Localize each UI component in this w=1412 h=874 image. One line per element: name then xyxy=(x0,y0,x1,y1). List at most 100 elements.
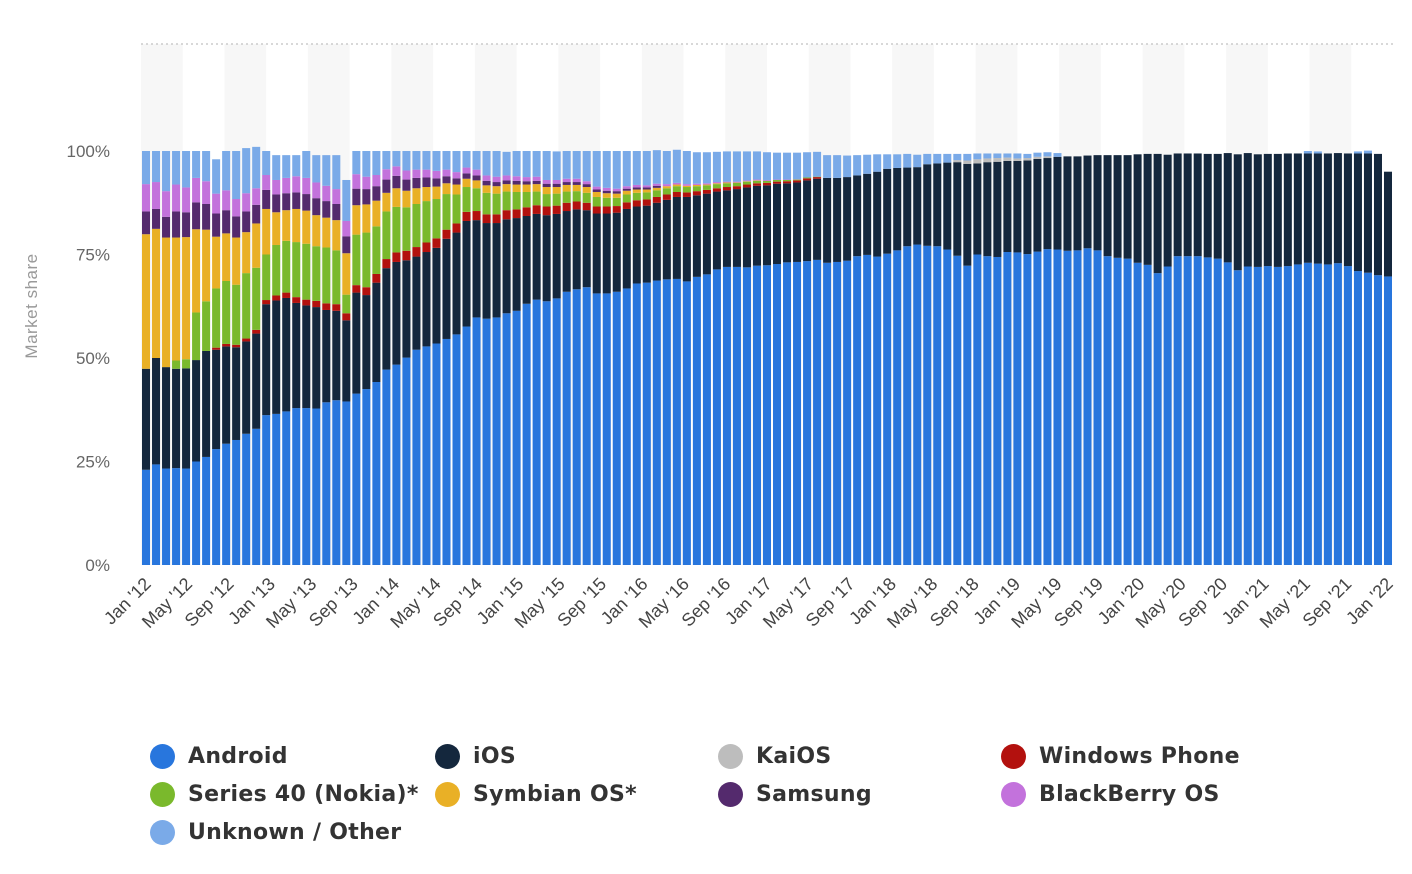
bar-segment xyxy=(242,211,251,233)
bar-segment xyxy=(853,175,862,257)
bar-segment xyxy=(562,191,571,203)
bar-segment xyxy=(482,151,491,176)
bar-segment xyxy=(302,299,311,306)
bar-segment xyxy=(362,204,371,233)
bar-segment xyxy=(502,151,511,176)
bar-segment xyxy=(492,317,501,565)
bar-segment xyxy=(1153,273,1162,565)
bar-segment xyxy=(612,212,621,292)
bar-segment xyxy=(432,238,441,248)
bar-segment xyxy=(1263,153,1272,267)
bar-segment xyxy=(773,179,782,182)
bar-segment xyxy=(1193,153,1202,257)
bar-segment xyxy=(823,155,832,178)
bar-segment xyxy=(212,213,221,237)
bar-segment xyxy=(302,243,311,300)
legend-dot-icon xyxy=(435,743,460,769)
bar-segment xyxy=(492,176,501,183)
bar-segment xyxy=(692,276,701,565)
bar-segment xyxy=(722,183,731,188)
bar-segment xyxy=(722,187,731,191)
y-tick-label: 75% xyxy=(76,246,110,265)
bar-segment xyxy=(332,400,341,565)
bar-segment xyxy=(622,188,631,191)
bar-segment xyxy=(1183,256,1192,565)
bar-segment xyxy=(612,193,621,198)
bar-segment xyxy=(432,151,441,171)
bar-segment xyxy=(552,205,561,214)
legend-item[interactable]: Symbian OS* xyxy=(435,778,637,810)
bar-segment xyxy=(372,151,381,176)
bar-segment xyxy=(452,184,461,195)
bar-segment xyxy=(532,213,541,300)
bar-segment xyxy=(793,182,802,262)
bar-segment xyxy=(212,159,221,194)
bar-segment xyxy=(1063,156,1072,251)
bar-segment xyxy=(1213,153,1222,259)
bar-segment xyxy=(172,237,181,361)
bar-segment xyxy=(452,172,461,179)
bar-segment xyxy=(732,151,741,182)
bar-segment xyxy=(192,202,201,230)
legend-item[interactable]: Windows Phone xyxy=(1001,740,1240,772)
bar-segment xyxy=(793,180,802,183)
bar-segment xyxy=(412,151,421,170)
bar-segment xyxy=(682,196,691,282)
bar-segment xyxy=(833,155,842,178)
bar-segment xyxy=(642,151,651,186)
bar-segment xyxy=(382,151,391,170)
bar-segment xyxy=(1143,264,1152,565)
legend-item[interactable]: Samsung xyxy=(718,778,872,810)
bar-segment xyxy=(692,184,701,187)
bar-segment xyxy=(843,260,852,565)
bar-segment xyxy=(242,341,251,434)
bar-segment xyxy=(612,191,621,194)
bar-segment xyxy=(732,182,741,187)
bar-segment xyxy=(943,153,952,163)
legend-item[interactable]: Unknown / Other xyxy=(150,816,401,848)
bar-segment xyxy=(722,151,731,182)
bar-segment xyxy=(202,229,211,302)
bar-segment xyxy=(492,186,501,194)
bar-segment xyxy=(672,196,681,279)
bar-segment xyxy=(883,253,892,566)
bar-segment xyxy=(632,189,641,193)
bar-segment xyxy=(783,183,792,263)
bar-segment xyxy=(1343,266,1352,565)
legend-item[interactable]: BlackBerry OS xyxy=(1001,778,1220,810)
bar-segment xyxy=(342,313,351,321)
bar-segment xyxy=(522,303,531,565)
bar-segment xyxy=(502,210,511,220)
legend-label: iOS xyxy=(473,743,516,769)
bar-segment xyxy=(182,368,191,469)
bar-segment xyxy=(642,187,651,190)
bar-segment xyxy=(993,161,1002,257)
bar-segment xyxy=(702,193,711,275)
bar-segment xyxy=(192,360,201,462)
bar-segment xyxy=(512,180,521,185)
bar-segment xyxy=(442,338,451,565)
bar-segment xyxy=(522,184,531,192)
bar-segment xyxy=(192,151,201,178)
bar-segment xyxy=(282,155,291,178)
legend-item[interactable]: KaiOS xyxy=(718,740,831,772)
bar-segment xyxy=(903,153,912,168)
legend-label: Samsung xyxy=(756,781,872,807)
bar-segment xyxy=(422,346,431,565)
legend-item[interactable]: Android xyxy=(150,740,288,772)
bar-segment xyxy=(983,158,992,163)
bar-segment xyxy=(1023,153,1032,159)
bar-segment xyxy=(863,154,872,174)
bar-segment xyxy=(1363,153,1372,273)
bar-segment xyxy=(722,181,731,183)
legend-item[interactable]: Series 40 (Nokia)* xyxy=(150,778,419,810)
bar-segment xyxy=(192,177,201,203)
bar-segment xyxy=(602,293,611,565)
bar-segment xyxy=(332,250,341,305)
bar-segment xyxy=(432,247,441,344)
bar-segment xyxy=(332,189,341,204)
bar-segment xyxy=(442,194,451,230)
bar-segment xyxy=(182,468,191,565)
bar-segment xyxy=(472,175,481,181)
legend-item[interactable]: iOS xyxy=(435,740,516,772)
